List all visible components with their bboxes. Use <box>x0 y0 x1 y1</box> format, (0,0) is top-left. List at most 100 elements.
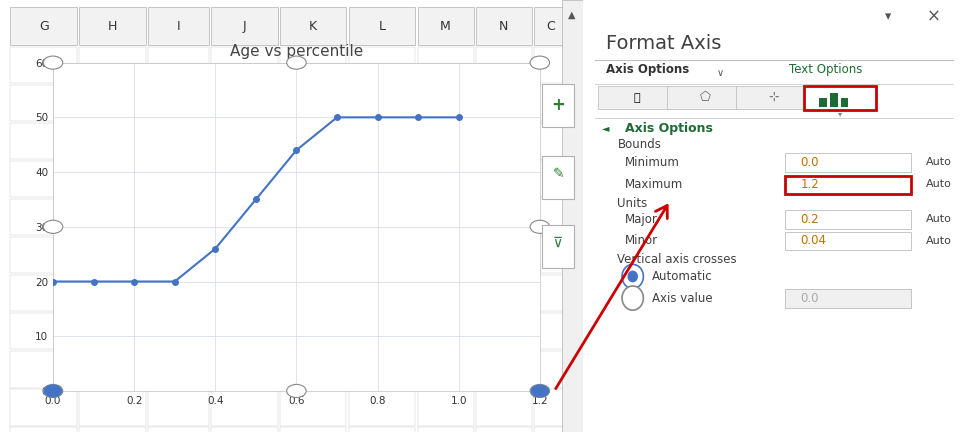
Circle shape <box>43 56 63 69</box>
Bar <box>148 85 209 121</box>
Text: ⊽: ⊽ <box>553 236 563 250</box>
Bar <box>79 351 146 388</box>
Text: Format Axis: Format Axis <box>606 34 721 53</box>
Bar <box>349 427 415 432</box>
Text: Units: Units <box>618 197 648 210</box>
Bar <box>417 389 473 426</box>
Bar <box>11 313 77 349</box>
Bar <box>280 427 346 432</box>
Bar <box>476 123 532 159</box>
Bar <box>280 199 346 235</box>
Bar <box>542 225 574 268</box>
Bar <box>417 313 473 349</box>
Bar <box>819 98 827 107</box>
Bar <box>785 176 911 194</box>
Bar <box>11 85 77 121</box>
Bar <box>562 0 583 432</box>
Text: Axis Options: Axis Options <box>606 64 689 76</box>
Bar <box>534 427 567 432</box>
Circle shape <box>530 56 549 69</box>
Text: ▾: ▾ <box>885 10 891 23</box>
Bar <box>476 199 532 235</box>
Text: N: N <box>499 20 509 33</box>
Bar <box>785 153 911 172</box>
Bar <box>11 161 77 197</box>
Bar <box>667 86 739 109</box>
Bar <box>11 389 77 426</box>
Bar <box>534 389 567 426</box>
Bar <box>280 85 346 121</box>
Text: Auto: Auto <box>925 214 951 224</box>
Bar <box>79 313 146 349</box>
Text: J: J <box>243 20 246 33</box>
Bar <box>11 7 77 45</box>
Bar <box>417 275 473 311</box>
Bar <box>534 7 567 45</box>
Bar <box>79 427 146 432</box>
Circle shape <box>286 384 307 397</box>
Text: H: H <box>108 20 118 33</box>
Bar <box>349 275 415 311</box>
Text: K: K <box>309 20 317 33</box>
Bar <box>79 275 146 311</box>
Bar <box>476 427 532 432</box>
Bar <box>349 351 415 388</box>
Bar <box>280 123 346 159</box>
Bar <box>349 47 415 83</box>
Text: 0.0: 0.0 <box>800 156 818 168</box>
Text: Major: Major <box>625 213 658 226</box>
Text: ◄: ◄ <box>602 123 610 133</box>
Bar <box>804 86 876 110</box>
Bar <box>417 47 473 83</box>
Bar <box>148 275 209 311</box>
Bar <box>211 427 278 432</box>
Bar <box>599 86 671 109</box>
Bar <box>211 351 278 388</box>
Bar <box>79 161 146 197</box>
Bar <box>211 199 278 235</box>
Bar <box>785 289 911 308</box>
Bar <box>349 7 415 45</box>
Bar <box>542 156 574 199</box>
Bar <box>476 7 532 45</box>
Bar <box>79 237 146 273</box>
Circle shape <box>43 220 63 233</box>
Text: 🪣: 🪣 <box>633 92 640 103</box>
Bar <box>534 237 567 273</box>
Bar <box>476 351 532 388</box>
Bar <box>534 199 567 235</box>
Bar <box>79 85 146 121</box>
Text: 0.2: 0.2 <box>800 213 818 226</box>
Bar <box>280 313 346 349</box>
Text: Axis value: Axis value <box>652 292 712 305</box>
Bar <box>211 275 278 311</box>
Bar <box>280 237 346 273</box>
Text: Automatic: Automatic <box>652 270 712 283</box>
Text: M: M <box>441 20 451 33</box>
Bar <box>417 123 473 159</box>
Bar <box>11 123 77 159</box>
Bar <box>417 237 473 273</box>
Bar <box>148 7 209 45</box>
Bar <box>211 237 278 273</box>
Bar <box>534 275 567 311</box>
Bar <box>11 199 77 235</box>
Bar <box>349 237 415 273</box>
Bar <box>417 427 473 432</box>
Bar <box>79 123 146 159</box>
Circle shape <box>622 286 643 310</box>
Text: Minor: Minor <box>625 234 658 247</box>
Bar <box>280 275 346 311</box>
Text: I: I <box>176 20 180 33</box>
Text: ▲: ▲ <box>569 10 576 20</box>
Bar <box>148 161 209 197</box>
Circle shape <box>629 271 637 282</box>
Text: Vertical axis crosses: Vertical axis crosses <box>618 253 737 266</box>
Circle shape <box>530 384 549 397</box>
Bar <box>148 351 209 388</box>
Bar <box>79 47 146 83</box>
Bar <box>349 161 415 197</box>
Text: G: G <box>39 20 48 33</box>
Text: 0.0: 0.0 <box>800 292 818 305</box>
Text: ▾: ▾ <box>838 109 843 118</box>
